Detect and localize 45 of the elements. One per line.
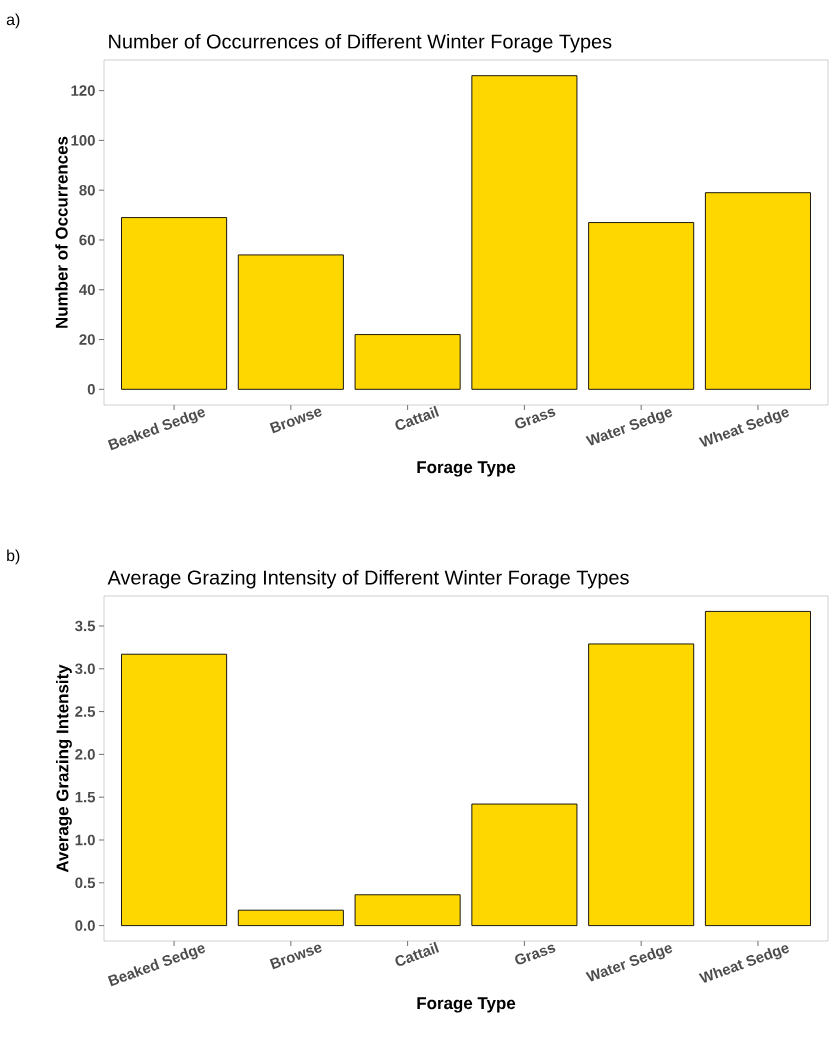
bar [121,653,228,927]
x-axis-title: Forage Type [417,997,516,1013]
y-tick-label: 0.0 [75,920,95,931]
x-tick-label: Browse [269,408,322,434]
x-axis-title: Forage Type [417,461,516,477]
chart-title: Average Grazing Intensity of Different Winter Forage Types [107,569,629,589]
y-tick-label: 60 [79,234,95,246]
bar [354,334,461,390]
bar [237,909,344,927]
y-axis-title: Average Grazing Intensity [56,664,72,873]
y-tick-label: 20 [79,334,95,345]
y-tick-label: 0 [87,384,95,395]
chart-title: Number of Occurrences of Different Winter Forage Types [109,33,612,53]
bar [121,217,228,390]
y-tick-label: 120 [71,85,95,96]
bar [471,803,578,927]
bar [704,610,811,927]
y-tick-label: 100 [71,135,95,146]
x-tick-label: Grass [515,408,556,429]
y-tick-label: 1.5 [75,791,96,803]
x-tick-label: Wheat Sedge [698,945,790,983]
text: b) [7,549,20,565]
y-axis-title: Number of Occurrences [55,136,68,328]
bar [588,643,695,927]
y-tick-label: 3.5 [75,620,96,632]
text: a) [6,13,20,29]
x-tick-label: Cattail [395,941,439,966]
y-tick-label: 80 [79,184,95,196]
y-tick-label: 2.5 [75,706,96,717]
x-tick-label: Water Sedge [585,409,673,446]
y-tick-label: 40 [79,284,95,296]
x-tick-label: Grass [515,944,556,965]
x-tick-label: Cattail [395,405,439,430]
y-tick-label: 0.5 [75,877,96,889]
y-tick-label: 2.0 [75,749,95,760]
bar [471,75,578,390]
bar [354,894,461,927]
bar [704,192,811,390]
bar [588,222,695,390]
x-tick-label: Wheat Sedge [698,409,790,447]
y-tick-label: 1.0 [75,834,95,846]
x-tick-label: Browse [269,944,322,970]
y-tick-label: 3.0 [75,663,95,675]
bar [237,254,344,390]
x-tick-label: Water Sedge [585,945,673,982]
